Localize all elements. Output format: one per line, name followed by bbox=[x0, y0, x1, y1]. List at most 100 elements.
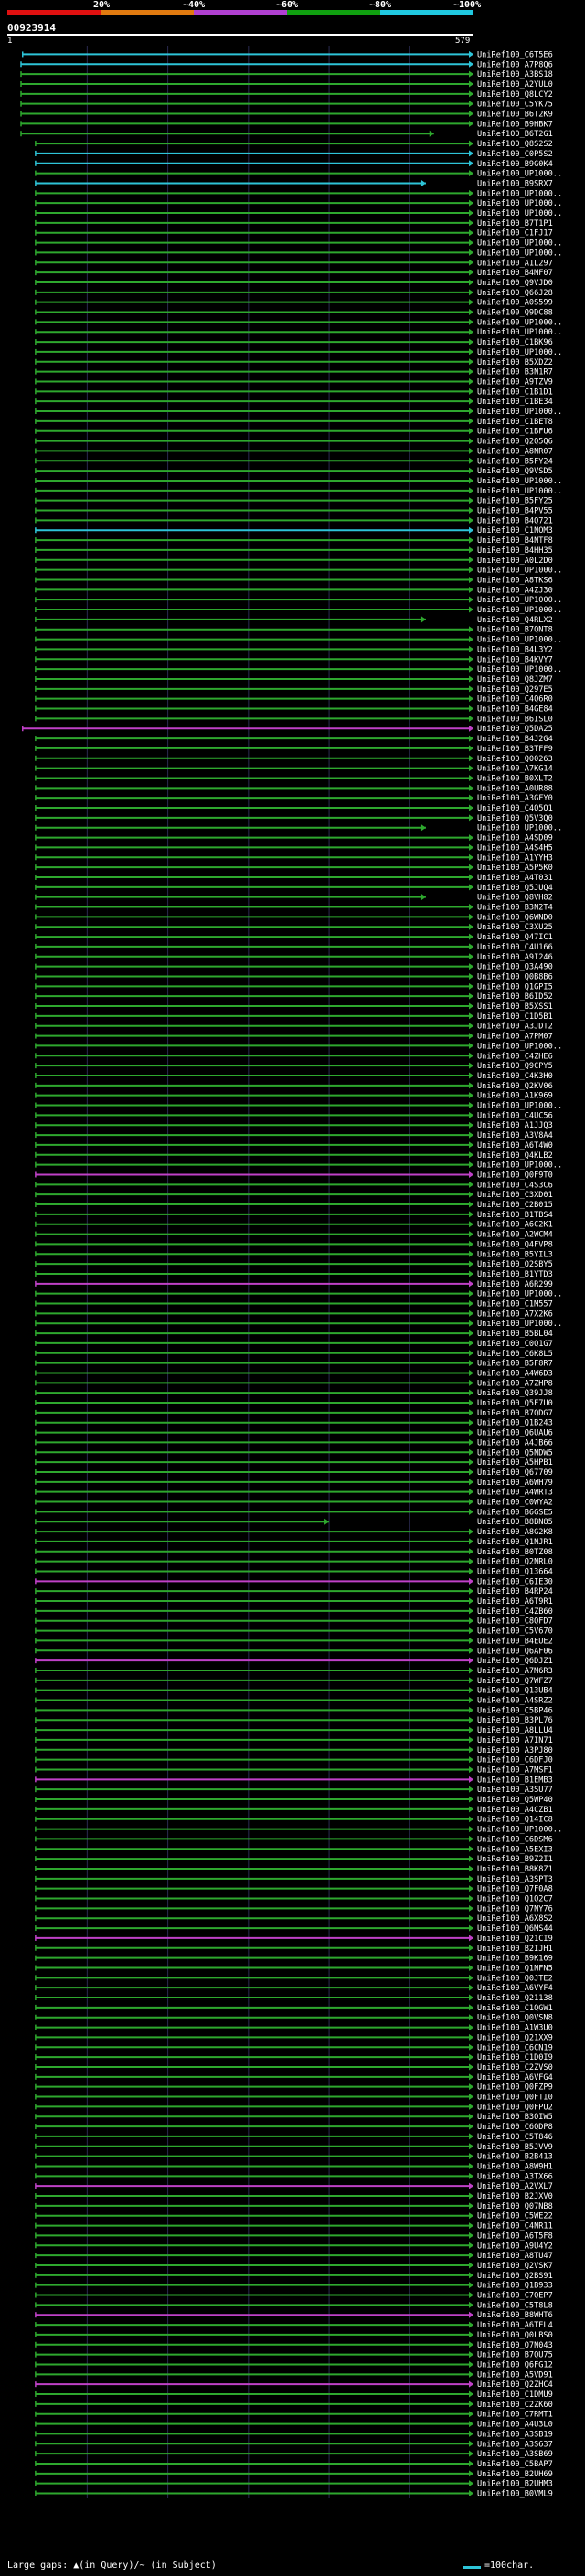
hit-label[interactable]: UniRef100_Q8JZM7 bbox=[477, 675, 553, 684]
hit-label[interactable]: UniRef100_Q297E5 bbox=[477, 685, 553, 694]
hit-label[interactable]: UniRef100_B8WHT6 bbox=[477, 2311, 553, 2320]
hit-label[interactable]: UniRef100_A8LLU4 bbox=[477, 1726, 553, 1735]
hit-label[interactable]: UniRef100_B5FY25 bbox=[477, 497, 553, 506]
hit-label[interactable]: UniRef100_A5P5K0 bbox=[477, 864, 553, 873]
hit-label[interactable]: UniRef100_A3PJ80 bbox=[477, 1746, 553, 1755]
hit-label[interactable]: UniRef100_A9TZV9 bbox=[477, 377, 553, 387]
hit-label[interactable]: UniRef100_A4U3L0 bbox=[477, 2421, 553, 2430]
hit-label[interactable]: UniRef100_A4SD09 bbox=[477, 834, 553, 843]
hit-label[interactable]: UniRef100_C5V670 bbox=[477, 1627, 553, 1637]
hit-label[interactable]: UniRef100_A1YYH3 bbox=[477, 853, 553, 863]
hit-label[interactable]: UniRef100_Q9VJD0 bbox=[477, 279, 553, 288]
hit-label[interactable]: UniRef100_B9K169 bbox=[477, 1955, 553, 1964]
hit-label[interactable]: UniRef100_C8QFD7 bbox=[477, 1617, 553, 1627]
hit-label[interactable]: UniRef100_UP1000.. bbox=[477, 1102, 562, 1111]
hit-label[interactable]: UniRef100_C1D0I9 bbox=[477, 2053, 553, 2062]
hit-label[interactable]: UniRef100_A3SB19 bbox=[477, 2430, 553, 2439]
hit-label[interactable]: UniRef100_B8BN85 bbox=[477, 1518, 553, 1527]
hit-label[interactable]: UniRef100_Q2ZHC4 bbox=[477, 2380, 553, 2390]
hit-label[interactable]: UniRef100_B2IJH1 bbox=[477, 1945, 553, 1954]
hit-label[interactable]: UniRef100_UP1000.. bbox=[477, 189, 562, 198]
hit-label[interactable]: UniRef100_UP1000.. bbox=[477, 477, 562, 486]
hit-label[interactable]: UniRef100_C7QEP7 bbox=[477, 2292, 553, 2301]
hit-label[interactable]: UniRef100_B4Q721 bbox=[477, 516, 553, 525]
hit-label[interactable]: UniRef100_Q9DC88 bbox=[477, 309, 553, 318]
hit-label[interactable]: UniRef100_C1D5B1 bbox=[477, 1012, 553, 1022]
hit-label[interactable]: UniRef100_A3TX66 bbox=[477, 2172, 553, 2181]
hit-label[interactable]: UniRef100_B3N1R7 bbox=[477, 368, 553, 377]
hit-label[interactable]: UniRef100_Q8LCY2 bbox=[477, 90, 553, 100]
hit-label[interactable]: UniRef100_A1JJQ3 bbox=[477, 1121, 553, 1130]
hit-label[interactable]: UniRef100_C0Q1G7 bbox=[477, 1340, 553, 1349]
hit-label[interactable]: UniRef100_UP1000.. bbox=[477, 567, 562, 576]
hit-label[interactable]: UniRef100_B5XSS1 bbox=[477, 1002, 553, 1012]
hit-label[interactable]: UniRef100_C5T8L8 bbox=[477, 2301, 553, 2310]
hit-label[interactable]: UniRef100_B5FY24 bbox=[477, 457, 553, 466]
hit-label[interactable]: UniRef100_Q0VSN8 bbox=[477, 2014, 553, 2023]
hit-label[interactable]: UniRef100_C2ZVS0 bbox=[477, 2063, 553, 2072]
hit-label[interactable]: UniRef100_A3S637 bbox=[477, 2440, 553, 2449]
hit-label[interactable]: UniRef100_C2B015 bbox=[477, 1201, 553, 1210]
hit-label[interactable]: UniRef100_Q2BS91 bbox=[477, 2272, 553, 2281]
hit-label[interactable]: UniRef100_Q0FTI0 bbox=[477, 2094, 553, 2103]
hit-label[interactable]: UniRef100_B4RP24 bbox=[477, 1587, 553, 1596]
hit-label[interactable]: UniRef100_C1BE34 bbox=[477, 398, 553, 407]
hit-label[interactable]: UniRef100_Q5NDW5 bbox=[477, 1448, 553, 1458]
hit-label[interactable]: UniRef100_C1BK96 bbox=[477, 338, 553, 347]
hit-label[interactable]: UniRef100_C1NOM3 bbox=[477, 526, 553, 535]
hit-label[interactable]: UniRef100_B6ISL0 bbox=[477, 715, 553, 724]
hit-label[interactable]: UniRef100_Q0FZP9 bbox=[477, 2083, 553, 2093]
hit-label[interactable]: UniRef100_A8NR07 bbox=[477, 447, 553, 456]
hit-label[interactable]: UniRef100_Q14IC8 bbox=[477, 1816, 553, 1825]
hit-label[interactable]: UniRef100_B5BL04 bbox=[477, 1330, 553, 1339]
hit-label[interactable]: UniRef100_Q4FVP8 bbox=[477, 1240, 553, 1249]
hit-label[interactable]: UniRef100_B4L3Y2 bbox=[477, 645, 553, 654]
hit-label[interactable]: UniRef100_Q00263 bbox=[477, 755, 553, 764]
hit-label[interactable]: UniRef100_A1W3U0 bbox=[477, 2024, 553, 2033]
hit-label[interactable]: UniRef100_C4Q6R0 bbox=[477, 695, 553, 705]
hit-label[interactable]: UniRef100_B7QDG7 bbox=[477, 1409, 553, 1418]
hit-label[interactable]: UniRef100_Q9CPY5 bbox=[477, 1062, 553, 1071]
hit-label[interactable]: UniRef100_UP1000.. bbox=[477, 1290, 562, 1299]
hit-label[interactable]: UniRef100_A7M6R3 bbox=[477, 1667, 553, 1676]
hit-label[interactable]: UniRef100_A9U4Y2 bbox=[477, 2242, 553, 2251]
hit-label[interactable]: UniRef100_UP1000.. bbox=[477, 596, 562, 605]
hit-label[interactable]: UniRef100_B4J2G4 bbox=[477, 735, 553, 744]
hit-label[interactable]: UniRef100_B9G0K4 bbox=[477, 160, 553, 169]
hit-label[interactable]: UniRef100_Q13664 bbox=[477, 1567, 553, 1576]
hit-label[interactable]: UniRef100_UP1000.. bbox=[477, 170, 562, 179]
hit-label[interactable]: UniRef100_C0P5S2 bbox=[477, 150, 553, 159]
hit-label[interactable]: UniRef100_A5VD91 bbox=[477, 2370, 553, 2380]
hit-label[interactable]: UniRef100_B8K8Z1 bbox=[477, 1865, 553, 1874]
hit-label[interactable]: UniRef100_Q07NB8 bbox=[477, 2202, 553, 2211]
hit-label[interactable]: UniRef100_Q2SBY5 bbox=[477, 1260, 553, 1269]
hit-label[interactable]: UniRef100_UP1000.. bbox=[477, 408, 562, 417]
hit-label[interactable]: UniRef100_UP1000.. bbox=[477, 487, 562, 496]
hit-label[interactable]: UniRef100_B5JVV9 bbox=[477, 2143, 553, 2152]
hit-label[interactable]: UniRef100_A3SB69 bbox=[477, 2450, 553, 2459]
hit-label[interactable]: UniRef100_A7PM07 bbox=[477, 1033, 553, 1042]
hit-label[interactable]: UniRef100_C1QGW1 bbox=[477, 2004, 553, 2013]
hit-label[interactable]: UniRef100_B5F8R7 bbox=[477, 1360, 553, 1369]
hit-label[interactable]: UniRef100_A6VYF4 bbox=[477, 1984, 553, 1993]
hit-label[interactable]: UniRef100_Q1NJR1 bbox=[477, 1538, 553, 1547]
hit-label[interactable]: UniRef100_C0WYA2 bbox=[477, 1499, 553, 1508]
hit-label[interactable]: UniRef100_Q67709 bbox=[477, 1468, 553, 1478]
hit-label[interactable]: UniRef100_B9SRX7 bbox=[477, 179, 553, 188]
hit-label[interactable]: UniRef100_Q21XX9 bbox=[477, 2033, 553, 2042]
hit-label[interactable]: UniRef100_A8TU47 bbox=[477, 2252, 553, 2261]
hit-label[interactable]: UniRef100_A7MSF1 bbox=[477, 1765, 553, 1775]
hit-label[interactable]: UniRef100_A6VFG4 bbox=[477, 2073, 553, 2083]
hit-label[interactable]: UniRef100_Q1B933 bbox=[477, 2282, 553, 2291]
hit-label[interactable]: UniRef100_A6X8S2 bbox=[477, 1914, 553, 1924]
hit-label[interactable]: UniRef100_Q0FPU2 bbox=[477, 2103, 553, 2112]
hit-label[interactable]: UniRef100_A8G2K8 bbox=[477, 1528, 553, 1537]
hit-label[interactable]: UniRef100_UP1000.. bbox=[477, 1826, 562, 1835]
hit-label[interactable]: UniRef100_A3JDT2 bbox=[477, 1023, 553, 1032]
hit-label[interactable]: UniRef100_Q2VSK7 bbox=[477, 2262, 553, 2271]
hit-label[interactable]: UniRef100_C1BFU6 bbox=[477, 428, 553, 437]
hit-label[interactable]: UniRef100_A4T031 bbox=[477, 874, 553, 883]
hit-label[interactable]: UniRef100_A6TEL4 bbox=[477, 2321, 553, 2330]
hit-label[interactable]: UniRef100_C4S3C6 bbox=[477, 1181, 553, 1190]
hit-label[interactable]: UniRef100_Q9VSD5 bbox=[477, 467, 553, 476]
